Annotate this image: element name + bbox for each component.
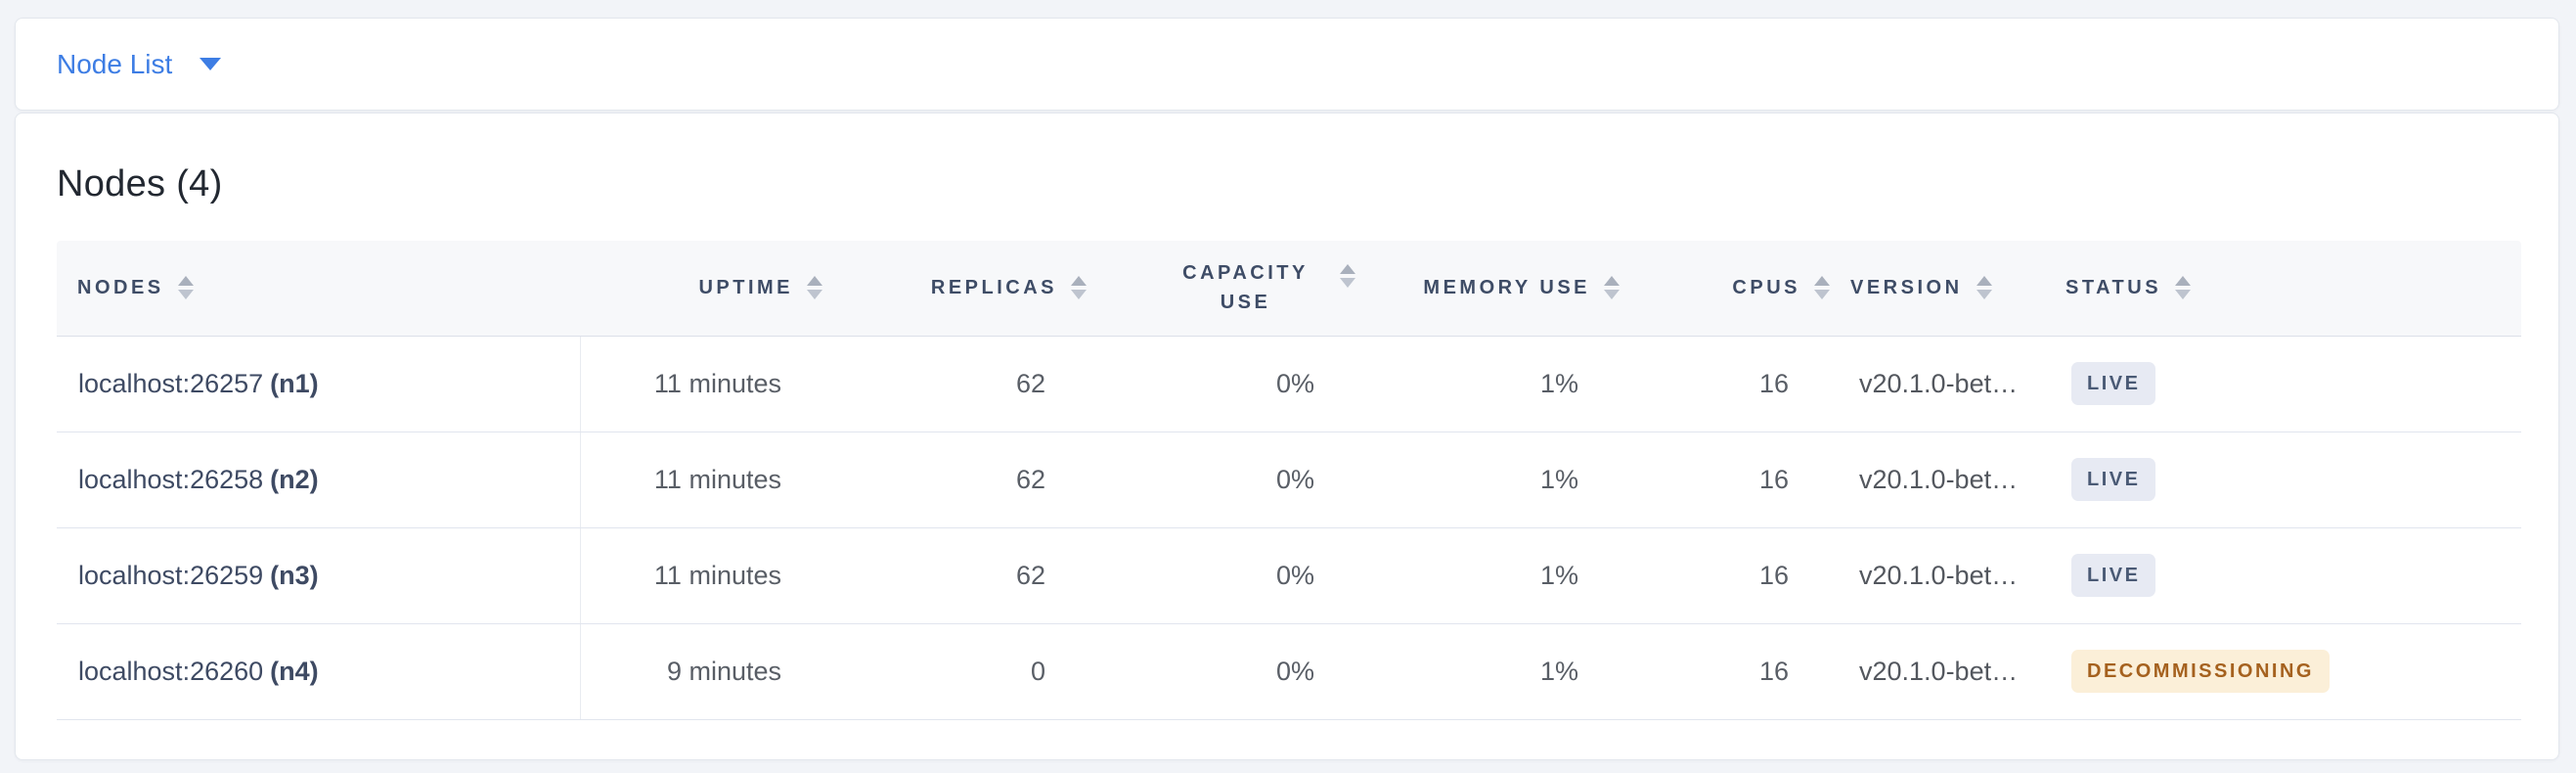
node-address: localhost:26257	[78, 368, 264, 398]
memory-use-cell: 1%	[1355, 432, 1620, 528]
sort-icon	[177, 276, 194, 300]
column-header-uptime[interactable]: UPTIME	[580, 241, 822, 337]
memory-use-cell: 1%	[1355, 336, 1620, 432]
cpus-cell: 16	[1620, 623, 1830, 720]
toolbar-card: Node List	[15, 18, 2559, 111]
column-header-version[interactable]: VERSION	[1830, 241, 2045, 337]
node-id: (n4)	[270, 656, 319, 686]
table-row: localhost:26258 (n2) 11 minutes 62 0% 1% …	[57, 432, 2521, 528]
status-cell: LIVE	[2045, 336, 2521, 432]
sort-icon	[1976, 276, 1992, 300]
uptime-cell: 11 minutes	[580, 336, 822, 432]
column-header-nodes[interactable]: NODES	[57, 241, 580, 337]
status-badge: LIVE	[2071, 554, 2156, 597]
node-address-cell[interactable]: localhost:26258 (n2)	[57, 432, 581, 528]
status-cell: DECOMMISSIONING	[2045, 623, 2521, 720]
sort-icon	[2175, 276, 2192, 300]
column-header-status[interactable]: STATUS	[2045, 241, 2521, 337]
uptime-cell: 9 minutes	[580, 623, 822, 720]
panel-title: Nodes (4)	[57, 163, 223, 205]
memory-use-cell: 1%	[1355, 527, 1620, 624]
uptime-cell: 11 minutes	[580, 432, 822, 528]
node-address: localhost:26259	[78, 560, 264, 590]
column-header-replicas[interactable]: REPLICAS	[822, 241, 1087, 337]
sort-icon	[1814, 276, 1830, 300]
table-row: localhost:26259 (n3) 11 minutes 62 0% 1% …	[57, 527, 2521, 624]
column-header-cpus[interactable]: CPUS	[1620, 241, 1830, 337]
view-selector-dropdown[interactable]: Node List	[57, 48, 222, 80]
table-header-row: NODES UPTIME REPLICAS CAPACITY USE MEMOR…	[57, 241, 2521, 337]
status-cell: LIVE	[2045, 432, 2521, 528]
column-header-memory-use[interactable]: MEMORY USE	[1355, 241, 1620, 337]
cpus-cell: 16	[1620, 527, 1830, 624]
caret-down-icon	[200, 58, 222, 70]
replicas-cell: 0	[822, 623, 1087, 720]
version-cell: v20.1.0-bet…	[1830, 336, 2045, 432]
sort-icon	[1604, 276, 1620, 300]
node-address: localhost:26258	[78, 464, 264, 494]
nodes-table: NODES UPTIME REPLICAS CAPACITY USE MEMOR…	[57, 241, 2521, 720]
node-id: (n2)	[270, 464, 319, 494]
sort-icon	[1340, 264, 1355, 289]
status-badge: LIVE	[2071, 362, 2156, 405]
table-row: localhost:26260 (n4) 9 minutes 0 0% 1% 16…	[57, 623, 2521, 720]
uptime-cell: 11 minutes	[580, 527, 822, 624]
node-address-cell[interactable]: localhost:26259 (n3)	[57, 527, 581, 624]
node-address-cell[interactable]: localhost:26260 (n4)	[57, 623, 581, 720]
replicas-cell: 62	[822, 527, 1087, 624]
capacity-use-cell: 0%	[1087, 527, 1355, 624]
node-address-cell[interactable]: localhost:26257 (n1)	[57, 336, 581, 432]
replicas-cell: 62	[822, 432, 1087, 528]
capacity-use-cell: 0%	[1087, 432, 1355, 528]
sort-icon	[1071, 276, 1087, 300]
node-id: (n1)	[270, 368, 319, 398]
view-selector-label: Node List	[57, 48, 173, 79]
cpus-cell: 16	[1620, 336, 1830, 432]
memory-use-cell: 1%	[1355, 623, 1620, 720]
version-cell: v20.1.0-bet…	[1830, 527, 2045, 624]
status-badge: LIVE	[2071, 458, 2156, 501]
capacity-use-cell: 0%	[1087, 336, 1355, 432]
cpus-cell: 16	[1620, 432, 1830, 528]
column-header-capacity-use[interactable]: CAPACITY USE	[1087, 241, 1355, 337]
table-row: localhost:26257 (n1) 11 minutes 62 0% 1% …	[57, 336, 2521, 432]
sort-icon	[807, 276, 822, 300]
nodes-panel: Nodes (4) NODES UPTIME REPLICAS CAPACITY…	[15, 113, 2559, 760]
status-badge: DECOMMISSIONING	[2071, 650, 2330, 693]
node-id: (n3)	[270, 560, 319, 590]
node-address: localhost:26260	[78, 656, 264, 686]
replicas-cell: 62	[822, 336, 1087, 432]
version-cell: v20.1.0-bet…	[1830, 432, 2045, 528]
status-cell: LIVE	[2045, 527, 2521, 624]
version-cell: v20.1.0-bet…	[1830, 623, 2045, 720]
capacity-use-cell: 0%	[1087, 623, 1355, 720]
